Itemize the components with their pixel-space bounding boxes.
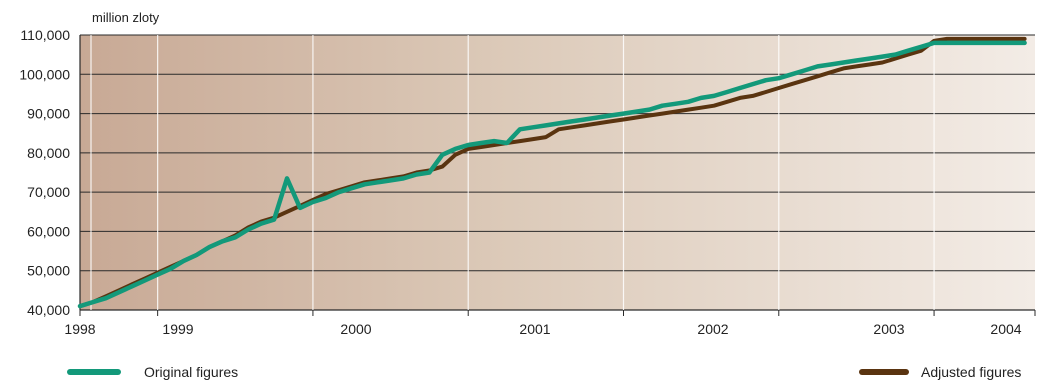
- x-tick-label: 1999: [162, 321, 193, 337]
- series-lines: [77, 36, 1027, 309]
- plot-background: [80, 35, 1035, 310]
- x-tick-label: 2000: [340, 321, 371, 337]
- year-dividers: [90, 35, 935, 310]
- y-tick-label: 70,000: [27, 184, 70, 200]
- x-tick-label: 2003: [873, 321, 904, 337]
- y-tick-label: 60,000: [27, 223, 70, 239]
- y-tick-label: 100,000: [19, 66, 70, 82]
- legend-label-adjusted: Adjusted figures: [921, 364, 1021, 380]
- x-tick-label: 1998: [64, 321, 95, 337]
- x-tick-label: 2001: [519, 321, 550, 337]
- y-tick-label: 80,000: [27, 145, 70, 161]
- y-tick-label: 40,000: [27, 302, 70, 318]
- y-axis-ticks: 40,000 50,000 60,000 70,000 80,000 90,000 100,…: [19, 27, 70, 318]
- y-tick-label: 90,000: [27, 106, 70, 122]
- x-tick-label: 2004: [990, 321, 1021, 337]
- series-line-original: [77, 40, 1027, 309]
- y-tick-label: 110,000: [20, 27, 70, 43]
- y-axis-unit-label: million zloty: [92, 10, 160, 25]
- legend: Original figures Adjusted figures: [67, 364, 1021, 380]
- x-axis-ticks: 1998 1999 2000 2001 2002 2003 2004: [64, 310, 1036, 337]
- y-tick-label: 50,000: [27, 263, 70, 279]
- legend-label-original: Original figures: [144, 364, 238, 380]
- x-tick-label: 2002: [697, 321, 728, 337]
